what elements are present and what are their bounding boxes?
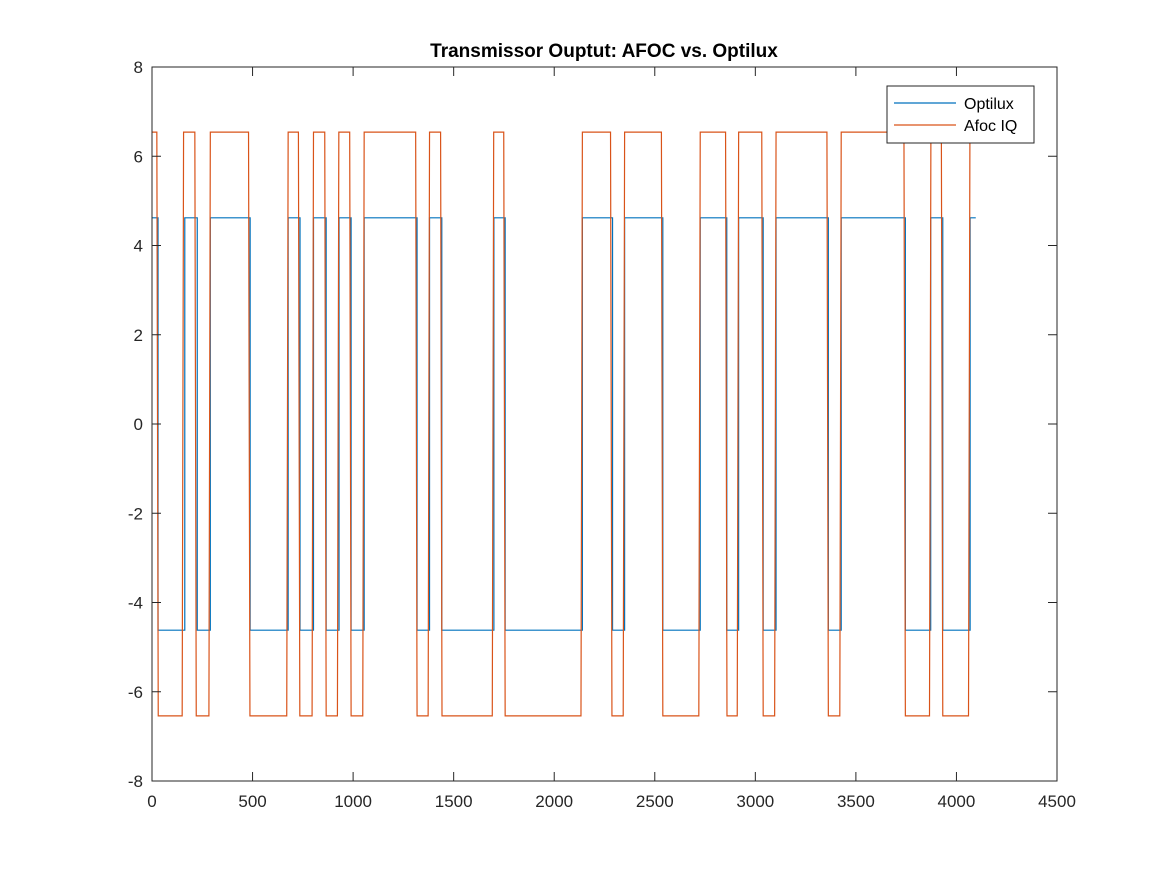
y-tick-label-6: 6 — [134, 147, 143, 166]
legend-box — [886, 85, 1035, 144]
x-tick-label-2000: 2000 — [535, 792, 573, 811]
x-tick-label-4500: 4500 — [1038, 792, 1076, 811]
legend-label-afoc-iq: Afoc IQ — [964, 118, 1017, 135]
x-tick-label-2500: 2500 — [636, 792, 674, 811]
x-tick-label-0: 0 — [147, 792, 156, 811]
y-tick-label--4: -4 — [128, 594, 143, 613]
series-line-optilux — [152, 217, 976, 631]
chart-title: Transmissor Ouptut: AFOC vs. Optilux — [430, 41, 778, 62]
series-layer — [152, 131, 976, 717]
legend: Optilux Afoc IQ — [886, 85, 1035, 144]
y-tick-label--2: -2 — [128, 504, 143, 523]
x-tick-label-500: 500 — [238, 792, 266, 811]
legend-label-optilux: Optilux — [964, 96, 1014, 113]
y-tick-label-8: 8 — [134, 58, 143, 77]
x-tick-label-3000: 3000 — [736, 792, 774, 811]
y-tick-label-0: 0 — [134, 415, 143, 434]
y-tick-label-2: 2 — [134, 326, 143, 345]
axes-layer: 0 500 1000 1500 2000 2500 3000 3500 4000 4500 -8 -6… — [128, 58, 1076, 811]
plot-area — [152, 67, 1057, 781]
x-tick-label-1000: 1000 — [334, 792, 372, 811]
x-tick-label-3500: 3500 — [837, 792, 875, 811]
y-tick-label-4: 4 — [134, 237, 143, 256]
y-tick-label--8: -8 — [128, 772, 143, 791]
y-tick-label--6: -6 — [128, 683, 143, 702]
series-line-afoc-iq — [152, 131, 971, 717]
x-tick-label-1500: 1500 — [435, 792, 473, 811]
x-tick-label-4000: 4000 — [938, 792, 976, 811]
